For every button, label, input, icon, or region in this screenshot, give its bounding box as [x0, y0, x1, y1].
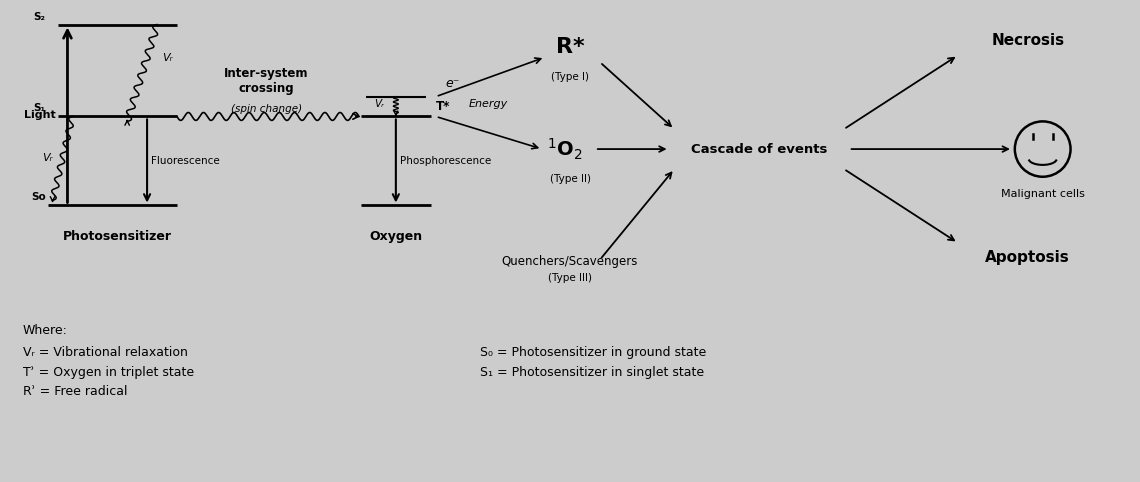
Text: Cascade of events: Cascade of events [691, 143, 828, 156]
Text: Fluorescence: Fluorescence [152, 156, 220, 166]
Text: Necrosis: Necrosis [991, 33, 1065, 48]
Text: Apoptosis: Apoptosis [985, 250, 1070, 265]
Text: Photosensitizer: Photosensitizer [63, 230, 172, 243]
Text: Rʾ = Free radical: Rʾ = Free radical [23, 385, 128, 398]
Text: (spin change): (spin change) [231, 104, 302, 114]
Text: (Type I): (Type I) [551, 72, 589, 82]
Text: Vᵣ: Vᵣ [162, 53, 172, 63]
Text: S₀ = Photosensitizer in ground state: S₀ = Photosensitizer in ground state [480, 346, 707, 359]
Text: Phosphorescence: Phosphorescence [400, 156, 491, 166]
Text: S₁: S₁ [33, 104, 46, 113]
Text: (Type III): (Type III) [548, 273, 592, 282]
Text: Where:: Where: [23, 324, 67, 337]
Text: S₂: S₂ [33, 12, 46, 22]
Text: Inter-system
crossing: Inter-system crossing [225, 67, 309, 95]
Text: Vᵣ = Vibrational relaxation: Vᵣ = Vibrational relaxation [23, 346, 188, 359]
Text: Vᵣ: Vᵣ [374, 98, 384, 108]
Text: (Type II): (Type II) [549, 174, 591, 184]
Text: $^1$O$_2$: $^1$O$_2$ [547, 136, 583, 161]
Text: Malignant cells: Malignant cells [1001, 188, 1084, 199]
Text: Light: Light [24, 110, 56, 120]
Text: T*: T* [435, 100, 450, 113]
Text: R*: R* [555, 37, 585, 57]
Text: Oxygen: Oxygen [369, 230, 423, 243]
Text: Energy: Energy [469, 98, 507, 108]
Text: S₁ = Photosensitizer in singlet state: S₁ = Photosensitizer in singlet state [480, 365, 705, 378]
Text: Tʾ = Oxygen in triplet state: Tʾ = Oxygen in triplet state [23, 365, 194, 378]
Text: Quenchers/Scavengers: Quenchers/Scavengers [502, 255, 638, 268]
Text: So: So [31, 192, 46, 202]
Text: Vᵣ: Vᵣ [42, 153, 52, 163]
Text: e⁻: e⁻ [446, 77, 459, 90]
